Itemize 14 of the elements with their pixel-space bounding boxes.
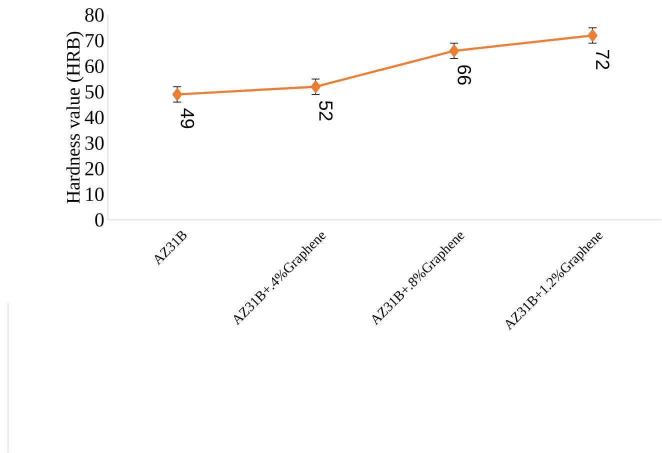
data-label: 49 [180, 108, 194, 128]
y-tick-label: 20 [85, 162, 104, 176]
y-tick-label: 10 [86, 188, 104, 202]
data-label: 52 [319, 100, 333, 120]
y-tick-label: 40 [84, 110, 104, 124]
y-tick-label: 60 [85, 59, 104, 73]
y-tick-label: 80 [85, 8, 104, 22]
data-label: 72 [596, 50, 610, 70]
y-tick-label: 0 [95, 213, 104, 227]
y-tick-label: 70 [86, 34, 104, 48]
data-label: 66 [458, 65, 472, 85]
y-tick-label: 30 [85, 136, 104, 150]
y-axis-title: Hardness value (HRB) [66, 32, 84, 204]
y-tick-label: 50 [86, 85, 104, 99]
